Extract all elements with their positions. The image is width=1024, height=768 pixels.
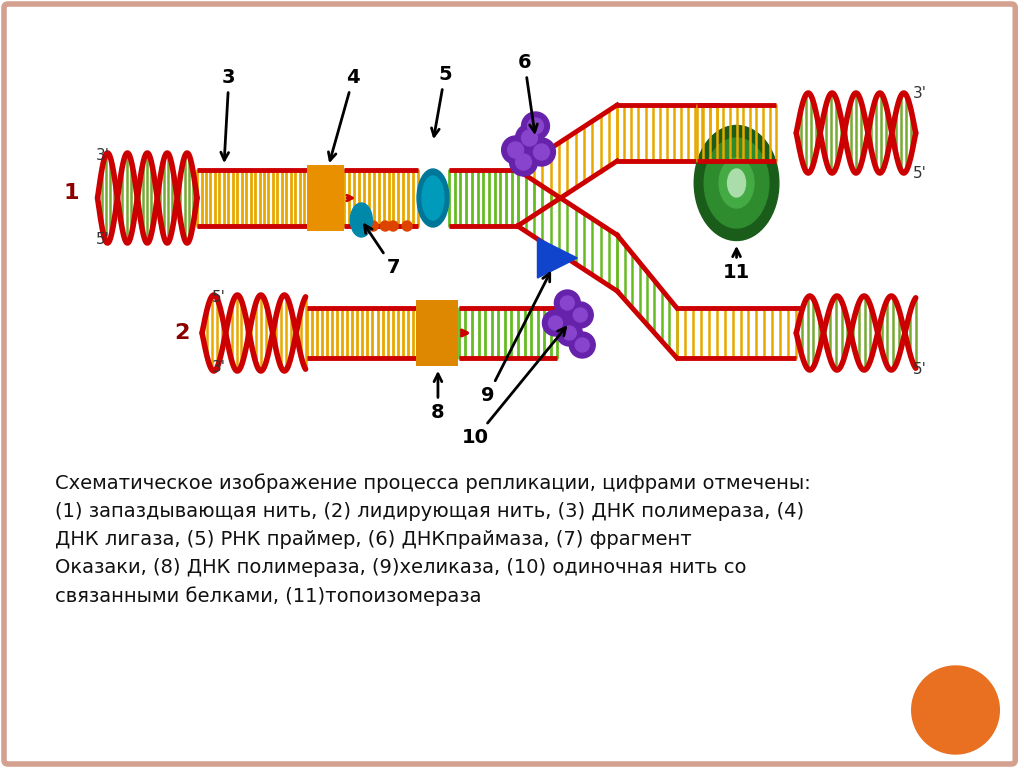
Text: 9: 9 <box>481 273 550 405</box>
Text: 7: 7 <box>365 225 400 277</box>
Polygon shape <box>538 238 578 278</box>
Circle shape <box>534 144 550 160</box>
Circle shape <box>562 326 577 340</box>
Circle shape <box>380 221 390 231</box>
Text: 5': 5' <box>912 362 927 378</box>
Circle shape <box>527 118 544 134</box>
Circle shape <box>911 666 999 754</box>
Text: 2: 2 <box>174 323 189 343</box>
Circle shape <box>356 221 367 231</box>
Circle shape <box>573 308 587 322</box>
Circle shape <box>567 302 593 328</box>
Circle shape <box>549 316 562 330</box>
Circle shape <box>516 124 544 152</box>
Circle shape <box>521 130 538 146</box>
Text: 10: 10 <box>462 328 565 447</box>
Text: 5': 5' <box>95 233 110 247</box>
Circle shape <box>510 148 538 176</box>
Text: Схематическое изображение процесса репликации, цифрами отмечены:
(1) запаздывающ: Схематическое изображение процесса репли… <box>54 473 810 606</box>
Bar <box>416 300 458 366</box>
Circle shape <box>388 221 398 231</box>
Ellipse shape <box>719 158 754 208</box>
Text: 3: 3 <box>221 68 236 160</box>
Circle shape <box>521 112 550 140</box>
Circle shape <box>516 154 531 170</box>
Ellipse shape <box>728 169 745 197</box>
Circle shape <box>508 142 523 158</box>
Text: 6: 6 <box>518 53 538 132</box>
Text: 5: 5 <box>431 65 452 136</box>
Circle shape <box>402 221 412 231</box>
Circle shape <box>502 136 529 164</box>
FancyBboxPatch shape <box>4 4 1015 764</box>
Text: 5': 5' <box>912 165 927 180</box>
Ellipse shape <box>694 125 779 240</box>
Circle shape <box>369 221 378 231</box>
Text: 3': 3' <box>95 148 110 164</box>
Circle shape <box>527 138 555 166</box>
Ellipse shape <box>422 176 444 220</box>
Text: 11: 11 <box>723 249 751 282</box>
Text: 3': 3' <box>212 360 226 376</box>
Circle shape <box>575 338 589 352</box>
Circle shape <box>554 290 581 316</box>
Ellipse shape <box>705 138 769 228</box>
Bar <box>306 165 344 231</box>
Circle shape <box>569 332 595 358</box>
Text: 1: 1 <box>63 183 80 203</box>
Circle shape <box>560 296 574 310</box>
Circle shape <box>556 320 583 346</box>
Text: 8: 8 <box>431 374 444 422</box>
Text: 4: 4 <box>329 68 360 161</box>
Text: 3': 3' <box>912 85 927 101</box>
Circle shape <box>543 310 568 336</box>
Text: 5': 5' <box>212 290 226 306</box>
Ellipse shape <box>417 169 449 227</box>
Ellipse shape <box>350 203 373 237</box>
